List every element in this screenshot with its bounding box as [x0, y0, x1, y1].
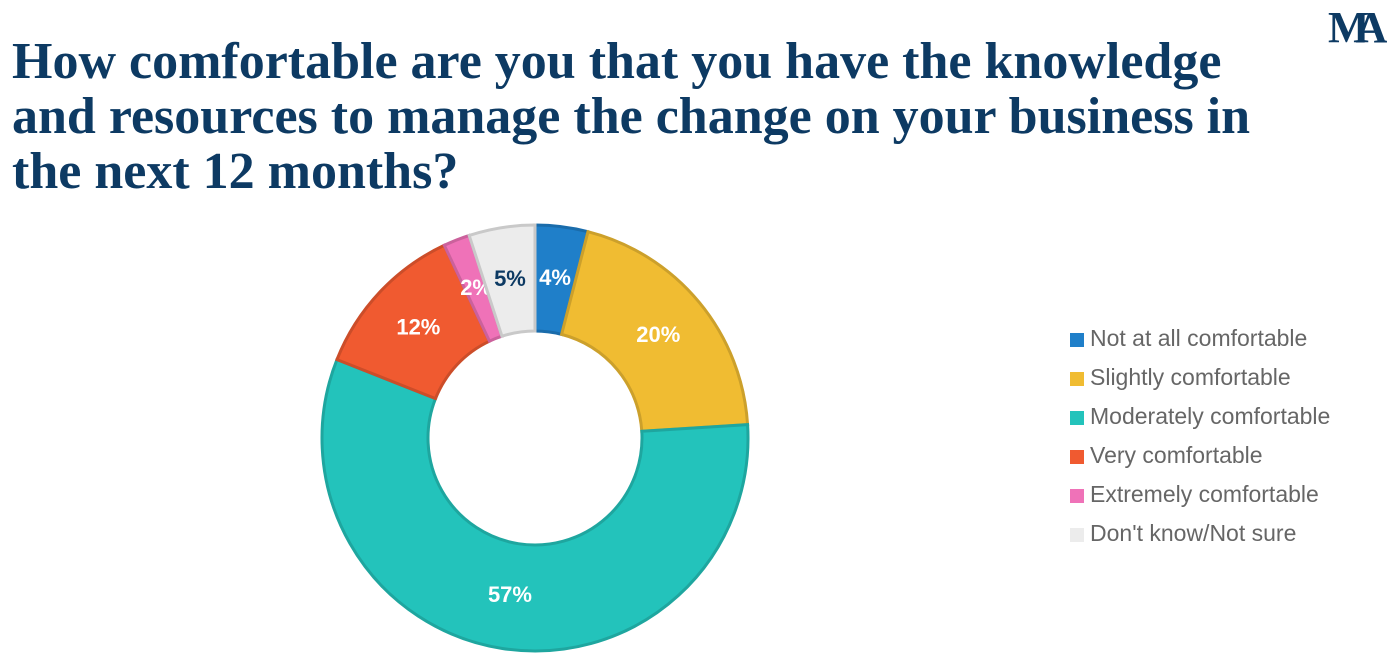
legend-swatch — [1070, 372, 1084, 386]
donut-segment — [467, 223, 537, 339]
legend-label: Slightly comfortable — [1090, 364, 1291, 390]
data-label: 12% — [396, 314, 440, 339]
donut-segment — [320, 357, 750, 653]
legend-swatch — [1070, 333, 1084, 347]
legend-swatch — [1070, 450, 1084, 464]
legend-swatch — [1070, 489, 1084, 503]
legend-label: Very comfortable — [1090, 442, 1263, 468]
donut-segment — [559, 229, 750, 433]
data-label: 5% — [494, 266, 526, 291]
data-label: 57% — [488, 582, 532, 607]
legend-label: Not at all comfortable — [1090, 325, 1307, 351]
legend-label: Moderately comfortable — [1090, 403, 1330, 429]
data-label: 4% — [539, 265, 571, 290]
legend-swatch — [1070, 411, 1084, 425]
legend-swatch — [1070, 528, 1084, 542]
legend-label: Extremely comfortable — [1090, 481, 1319, 507]
chart-title: How comfortable are you that you have th… — [12, 33, 1251, 200]
data-label: 20% — [636, 322, 680, 347]
legend-label: Don't know/Not sure — [1090, 520, 1296, 546]
